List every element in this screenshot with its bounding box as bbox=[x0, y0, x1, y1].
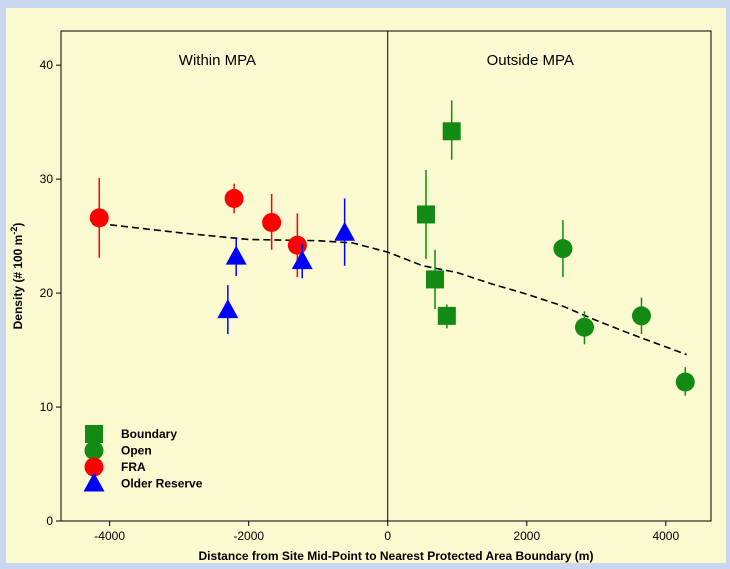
legend-label: Older Reserve bbox=[121, 477, 203, 491]
x-tick-label: 0 bbox=[384, 529, 391, 543]
legend-marker bbox=[83, 472, 105, 492]
x-tick-label: 4000 bbox=[652, 529, 679, 543]
data-point bbox=[89, 208, 109, 228]
data-point bbox=[574, 317, 594, 337]
legend-marker bbox=[84, 457, 104, 477]
data-point bbox=[225, 245, 247, 265]
data-point bbox=[426, 270, 445, 289]
y-tick-label: 40 bbox=[40, 58, 54, 72]
chart-figure: 0 10 20 30 40 -4000 -2000 0 2000 4000 Distance fro… bbox=[6, 8, 726, 563]
data-point bbox=[224, 189, 244, 209]
y-tick-label: 10 bbox=[40, 400, 54, 414]
data-point bbox=[217, 299, 239, 319]
data-point bbox=[553, 239, 573, 259]
data-point bbox=[675, 372, 695, 392]
data-point bbox=[334, 221, 356, 241]
region-label: Outside MPA bbox=[487, 52, 574, 69]
scatter-chart: 0 10 20 30 40 -4000 -2000 0 2000 4000 Distance fro… bbox=[9, 30, 712, 563]
x-tick-label: -4000 bbox=[94, 529, 125, 543]
legend-label: Open bbox=[121, 444, 152, 458]
data-point bbox=[631, 306, 651, 326]
trend-line bbox=[99, 222, 687, 356]
data-point bbox=[442, 122, 461, 141]
x-tick-label: -2000 bbox=[233, 529, 264, 543]
x-axis-title: Distance from Site Mid-Point to Nearest … bbox=[199, 549, 594, 563]
region-label: Within MPA bbox=[179, 52, 256, 69]
y-tick-label: 20 bbox=[40, 286, 54, 300]
plot-frame bbox=[60, 30, 712, 522]
x-tick-label: 2000 bbox=[513, 529, 540, 543]
data-point bbox=[262, 212, 282, 232]
data-point bbox=[287, 235, 307, 255]
legend-marker bbox=[84, 441, 104, 460]
y-tick-label: 30 bbox=[40, 172, 54, 186]
y-tick-label: 0 bbox=[46, 514, 53, 528]
legend-marker bbox=[85, 425, 103, 443]
data-point bbox=[416, 205, 435, 224]
data-point bbox=[437, 306, 456, 325]
legend-label: Boundary bbox=[121, 427, 177, 441]
legend-label: FRA bbox=[121, 460, 146, 474]
y-axis-title: Density (# 100 m-2) bbox=[9, 223, 25, 330]
data-point bbox=[291, 250, 313, 270]
